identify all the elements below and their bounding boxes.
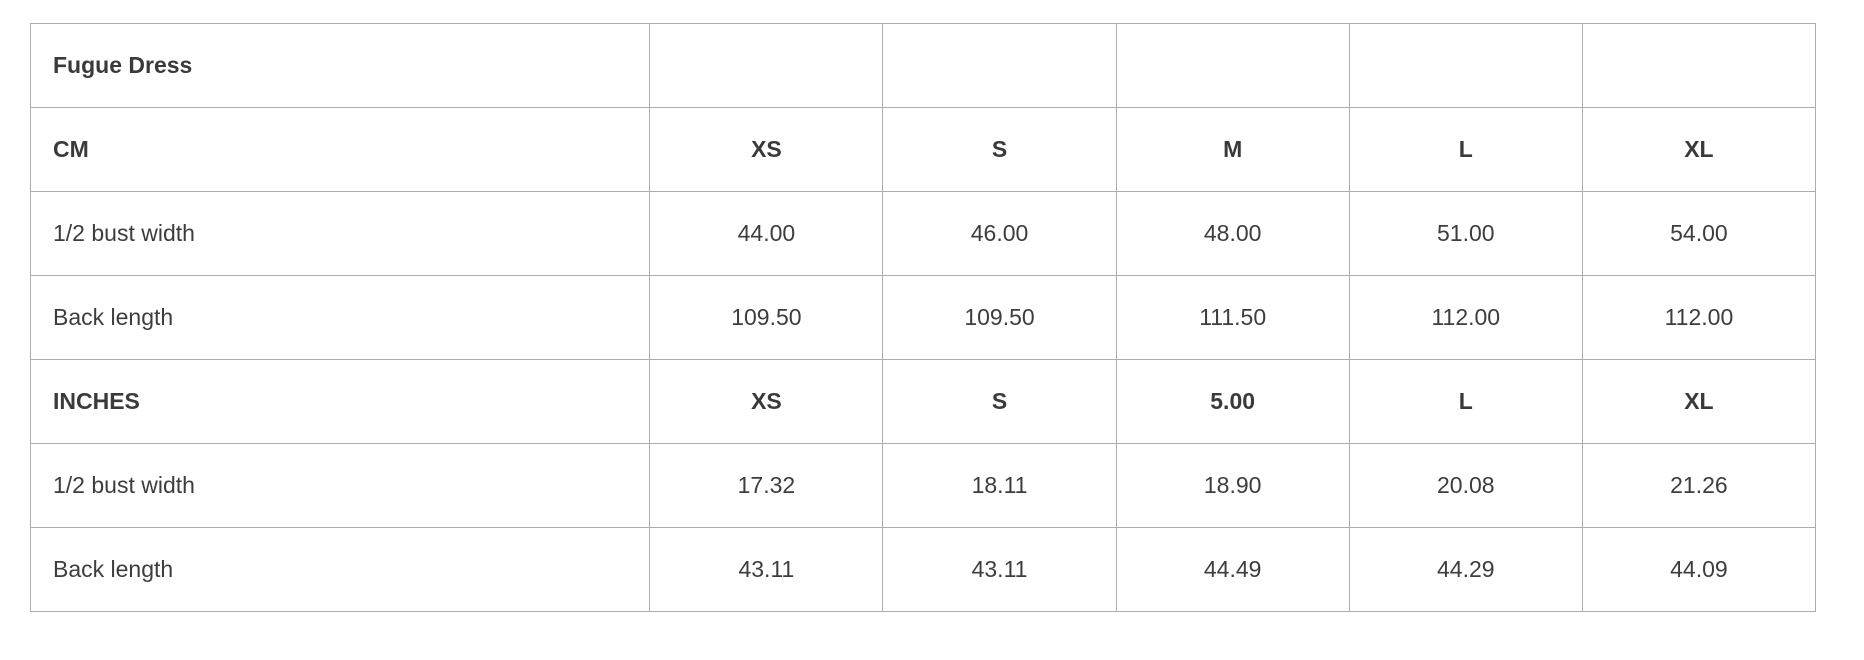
product-name-cell: Fugue Dress xyxy=(29,23,651,108)
measurement-value: 109.50 xyxy=(882,275,1117,360)
measurement-value: 112.00 xyxy=(1581,275,1817,360)
measurement-label: 1/2 bust width xyxy=(29,191,651,276)
measurement-value: 21.26 xyxy=(1581,443,1817,528)
empty-cell xyxy=(1115,23,1350,108)
table-row-inches-bust: 1/2 bust width 17.32 18.11 18.90 20.08 2… xyxy=(29,443,1817,528)
measurement-label: 1/2 bust width xyxy=(29,443,651,528)
measurement-value: 44.49 xyxy=(1115,527,1350,612)
measurement-value: 112.00 xyxy=(1348,275,1583,360)
unit-header-inches: INCHES xyxy=(29,359,651,444)
size-header-xs: XS xyxy=(649,359,884,444)
measurement-value: 44.29 xyxy=(1348,527,1583,612)
table-row-product: Fugue Dress xyxy=(29,23,1817,108)
measurement-value: 18.11 xyxy=(882,443,1117,528)
size-header-xs: XS xyxy=(649,107,884,192)
measurement-label: Back length xyxy=(29,527,651,612)
table-row-cm-bust: 1/2 bust width 44.00 46.00 48.00 51.00 5… xyxy=(29,191,1817,276)
measurement-value: 46.00 xyxy=(882,191,1117,276)
measurement-value: 18.90 xyxy=(1115,443,1350,528)
measurement-value: 44.09 xyxy=(1581,527,1817,612)
table-row-inches-header: INCHES XS S 5.00 L XL xyxy=(29,359,1817,444)
empty-cell xyxy=(1348,23,1583,108)
empty-cell xyxy=(1581,23,1817,108)
measurement-label: Back length xyxy=(29,275,651,360)
table-row-inches-back: Back length 43.11 43.11 44.49 44.29 44.0… xyxy=(29,527,1817,612)
size-header-s: S xyxy=(882,359,1117,444)
empty-cell xyxy=(882,23,1117,108)
empty-cell xyxy=(649,23,884,108)
measurement-value: 44.00 xyxy=(649,191,884,276)
size-header-m: M xyxy=(1115,107,1350,192)
table-row-cm-header: CM XS S M L XL xyxy=(29,107,1817,192)
size-header-l: L xyxy=(1348,359,1583,444)
measurement-value: 20.08 xyxy=(1348,443,1583,528)
measurement-value: 17.32 xyxy=(649,443,884,528)
size-header-xl: XL xyxy=(1581,359,1817,444)
size-header-xl: XL xyxy=(1581,107,1817,192)
measurement-value: 54.00 xyxy=(1581,191,1817,276)
size-chart-table: Fugue Dress CM XS S M L XL 1/2 bust widt… xyxy=(29,23,1817,612)
size-header-s: S xyxy=(882,107,1117,192)
measurement-value: 111.50 xyxy=(1115,275,1350,360)
size-header-l: L xyxy=(1348,107,1583,192)
measurement-value: 43.11 xyxy=(882,527,1117,612)
measurement-value: 51.00 xyxy=(1348,191,1583,276)
unit-header-cm: CM xyxy=(29,107,651,192)
table-row-cm-back: Back length 109.50 109.50 111.50 112.00 … xyxy=(29,275,1817,360)
size-header-m: 5.00 xyxy=(1115,359,1350,444)
measurement-value: 48.00 xyxy=(1115,191,1350,276)
measurement-value: 109.50 xyxy=(649,275,884,360)
measurement-value: 43.11 xyxy=(649,527,884,612)
